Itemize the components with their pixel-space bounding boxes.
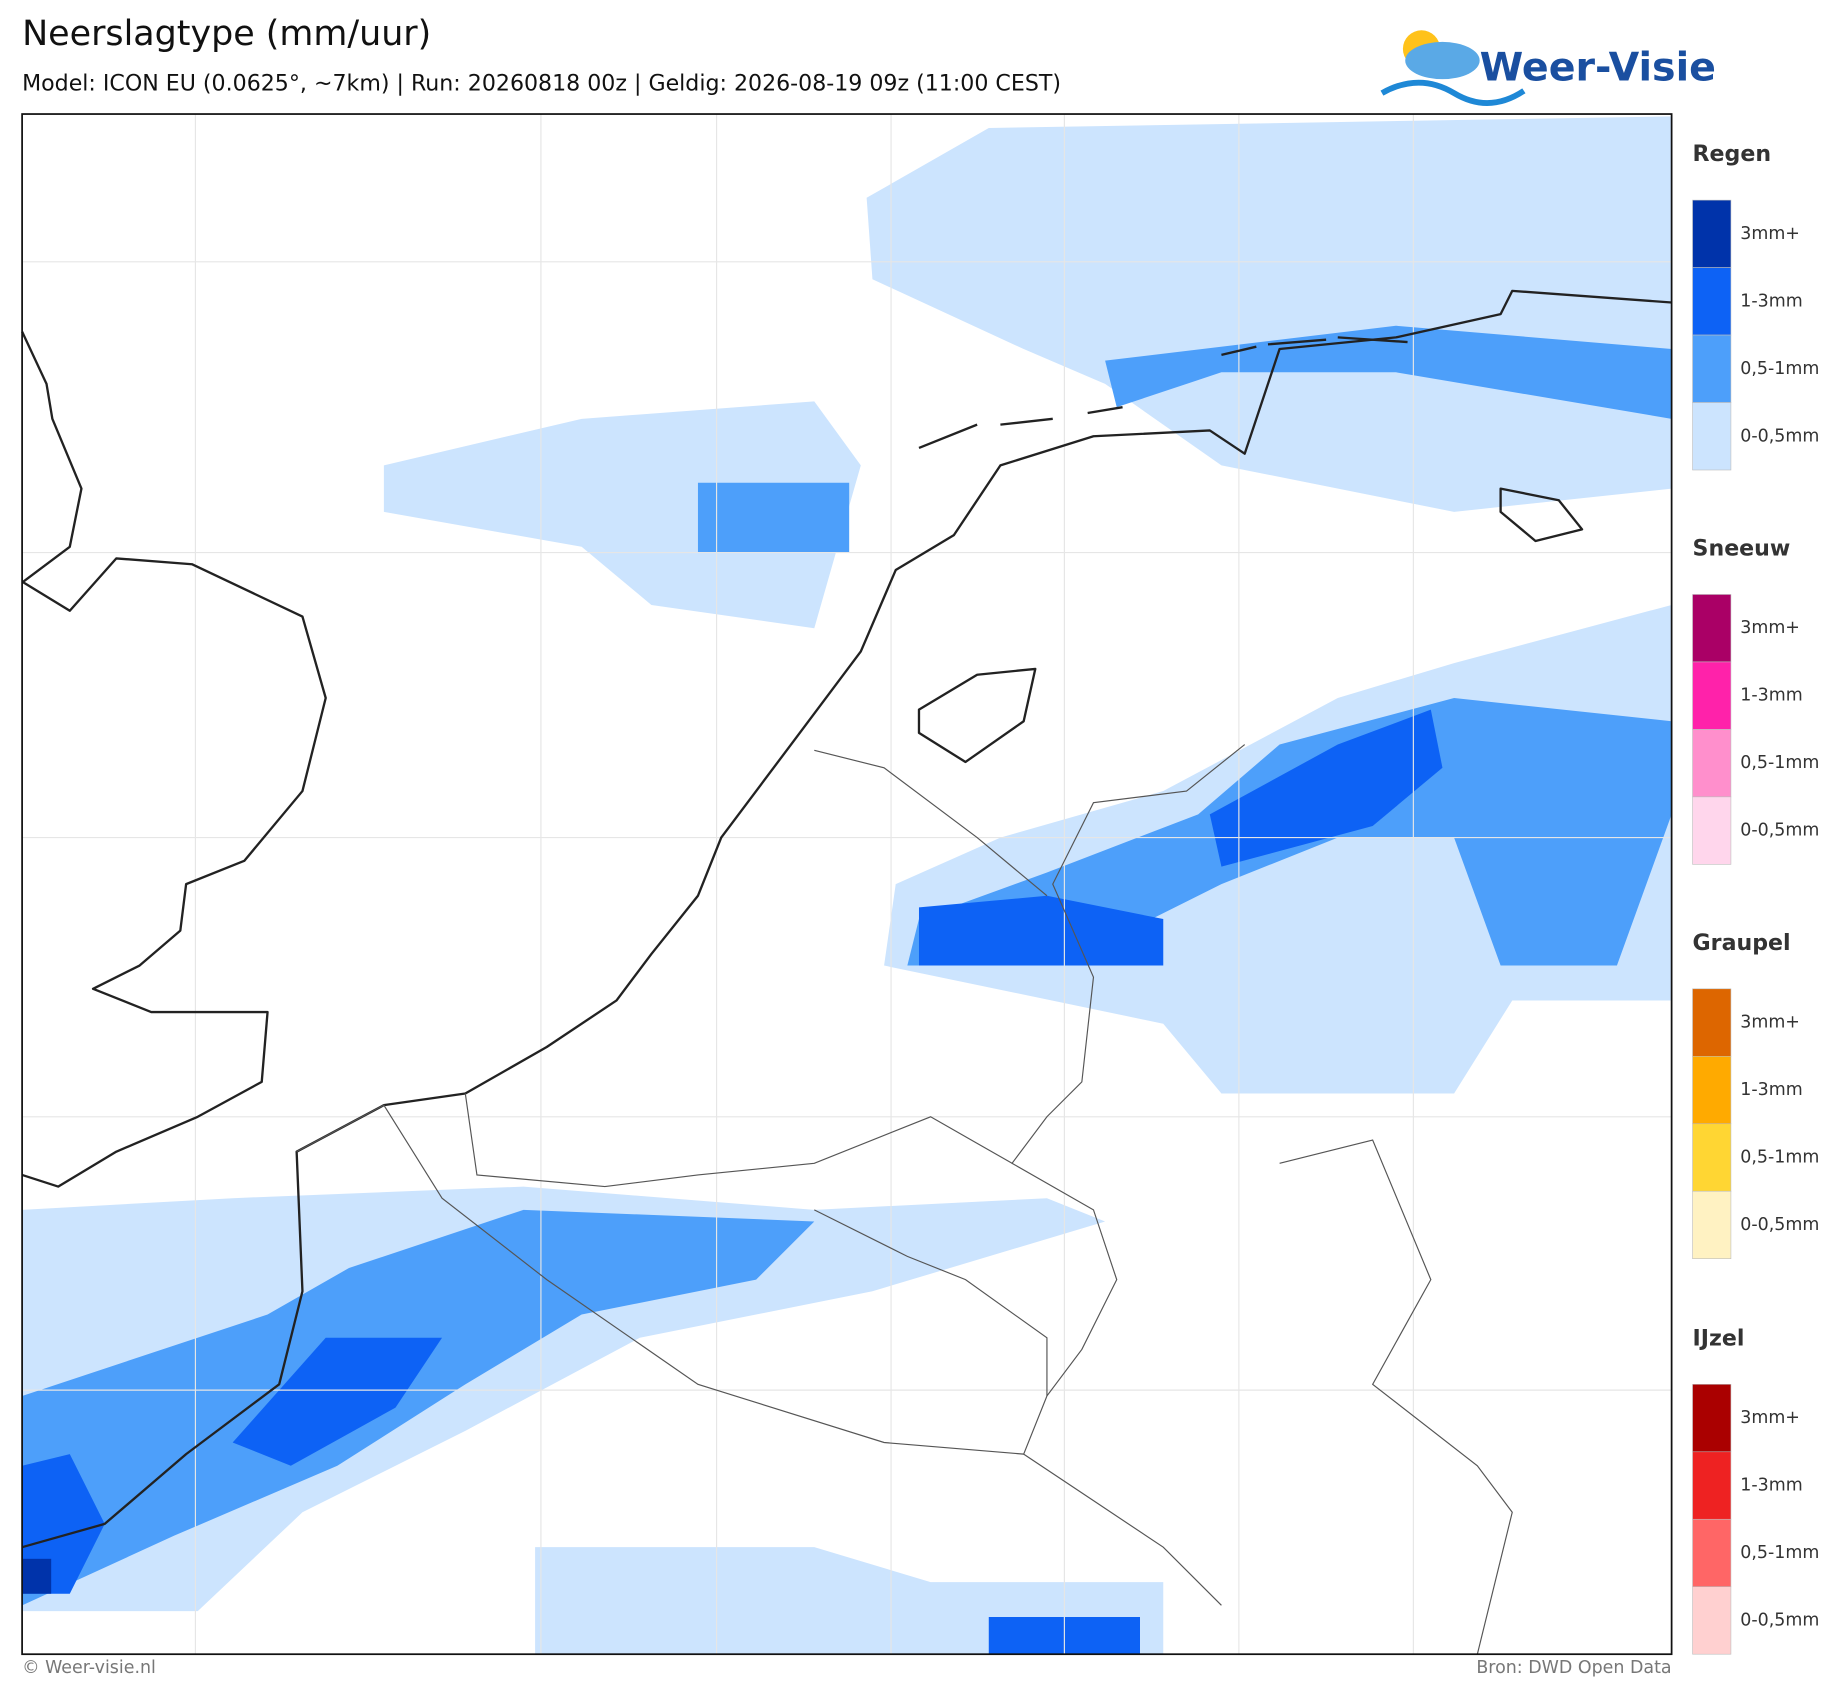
footer-left: © Weer-visie.nl [22,1658,156,1678]
legend-label: 0-0,5mm [1740,821,1819,841]
legend-label: 1-3mm [1740,1476,1802,1496]
legend-label: 0,5-1mm [1740,1147,1819,1167]
legend-title: Graupel [1693,930,1791,956]
legend-label: 3mm+ [1740,224,1800,244]
legend-swatch [1692,402,1732,471]
legend-swatch [1692,1190,1732,1259]
legend-swatch [1692,729,1732,798]
legend-label: 0-0,5mm [1740,426,1819,446]
legend-title: IJzel [1693,1325,1745,1351]
coastlines [21,289,1672,1549]
legend-swatch [1692,267,1732,336]
legend-label: 3mm+ [1740,1013,1800,1033]
legend-swatch [1692,1123,1732,1192]
legend: Regen 3mm+ 1-3mm 0,5-1mm 0-0,5mm Sneeuw 3mm+ 1-… [1692,141,1819,1655]
logo-text: Weer-Visie [1480,44,1716,90]
borders [296,744,1513,1655]
legend-label: 3mm+ [1740,618,1800,638]
footer-right: Bron: DWD Open Data [1476,1658,1671,1678]
map [21,113,1673,1656]
logo: Weer-Visie [1380,30,1716,106]
legend-label: 0,5-1mm [1740,1543,1819,1563]
precipitation [22,116,1672,1655]
legend-label: 3mm+ [1740,1408,1800,1428]
legend-label: 0,5-1mm [1740,753,1819,773]
legend-swatch [1692,661,1732,730]
legend-title: Regen [1693,141,1772,167]
legend-label: 1-3mm [1740,686,1802,706]
legend-swatch [1692,1055,1732,1125]
legend-swatch [1692,1451,1732,1520]
legend-title: Sneeuw [1693,536,1791,562]
legend-label: 0-0,5mm [1740,1215,1819,1235]
title: Neerslagtype (mm/uur) [22,14,431,54]
legend-swatch [1692,1384,1732,1453]
legend-label: 0-0,5mm [1740,1610,1819,1630]
legend-swatch [1692,1586,1732,1655]
legend-label: 1-3mm [1740,291,1802,311]
legend-swatch [1692,594,1732,663]
legend-swatch [1692,1518,1732,1588]
legend-label: 0,5-1mm [1740,359,1819,379]
legend-swatch [1692,199,1732,268]
legend-swatch [1692,796,1732,865]
legend-swatch [1692,334,1732,403]
grid [22,114,1672,1655]
legend-swatch [1692,988,1732,1057]
legend-label: 1-3mm [1740,1080,1802,1100]
subtitle: Model: ICON EU (0.0625°, ~7km) | Run: 20… [22,70,1061,96]
